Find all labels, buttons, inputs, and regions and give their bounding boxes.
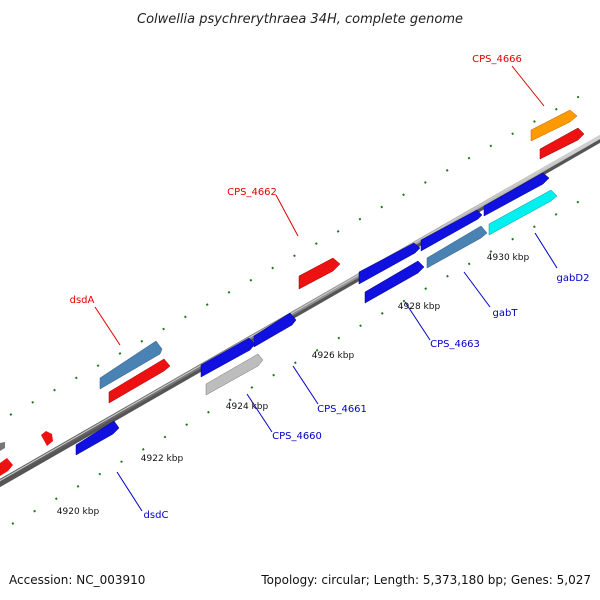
gene-cps-4663-bottom [364, 260, 425, 304]
gene-dsda-bottom [108, 358, 171, 404]
kbp-label: 4924 kbp [226, 402, 269, 412]
gene-label-cps-4663: CPS_4663 [430, 339, 480, 350]
kbp-label: 4922 kbp [141, 454, 184, 464]
gene-cps-4666-top [530, 109, 578, 142]
gene-cps-4662 [298, 257, 341, 290]
leader-gabd2 [534, 232, 558, 269]
kbp-label: 4928 kbp [398, 302, 441, 312]
gene-label-dsda: dsdA [70, 295, 95, 306]
gene-label-gabt: gabT [493, 308, 519, 319]
leader-cps-4660 [246, 393, 273, 433]
map-title: Colwellia psychrerythraea 34H, complete … [137, 12, 463, 27]
gene-gabt-top [420, 209, 483, 252]
gene-cps-4663-top [358, 242, 421, 285]
reverse-strand-genes [75, 172, 558, 456]
gene-label-dsdc: dsdC [144, 510, 169, 521]
genome-backbone [0, 134, 600, 488]
gene-label-cps-4661: CPS_4661 [317, 404, 367, 415]
leader-gabt [463, 271, 491, 308]
gene-label-cps-4666: CPS_4666 [472, 54, 522, 65]
gene-label-cps-4662: CPS_4662 [227, 187, 277, 198]
gene-label-gabd2: gabD2 [557, 273, 590, 284]
gene-cps-4661-right [253, 312, 297, 348]
gene-gabd2-top [483, 172, 550, 217]
gene-left-red-2 [0, 458, 13, 476]
leader-dsda [94, 306, 121, 346]
label-leaders [94, 65, 558, 512]
gene-cps-4666-bottom [539, 127, 585, 160]
kbp-label: 4926 kbp [312, 351, 355, 361]
leader-cps-4661 [292, 365, 319, 405]
gene-left-red-1 [41, 431, 53, 446]
gene-dsdc [75, 420, 120, 456]
gene-left-grey [0, 442, 5, 451]
accession-text: Accession: NC_003910 [9, 573, 146, 587]
gene-label-cps-4660: CPS_4660 [272, 431, 322, 442]
gene-gabd2-bottom [488, 189, 558, 236]
gene-gabt-bottom [426, 225, 488, 269]
tick-track-inner [11, 193, 593, 525]
leader-cps-4662 [275, 194, 299, 237]
forward-strand-genes [0, 109, 585, 476]
gene-labels: CPS_4666 CPS_4662 dsdA gabD2 gabT CPS_46… [70, 54, 590, 521]
gene-cps-4660 [205, 353, 264, 396]
leader-cps-4663 [404, 301, 431, 341]
genome-summary-text: Topology: circular; Length: 5,373,180 bp… [261, 573, 591, 587]
leader-cps-4666 [511, 65, 545, 107]
gene-dsda-top [99, 340, 163, 390]
leader-dsdc [116, 471, 143, 512]
tick-track-outer [9, 95, 581, 416]
gene-cps-4661-top [200, 337, 256, 378]
kbp-label: 4930 kbp [487, 253, 530, 263]
kbp-labels: 4920 kbp 4922 kbp 4924 kbp 4926 kbp 4928… [57, 253, 530, 517]
kbp-label: 4920 kbp [57, 507, 100, 517]
